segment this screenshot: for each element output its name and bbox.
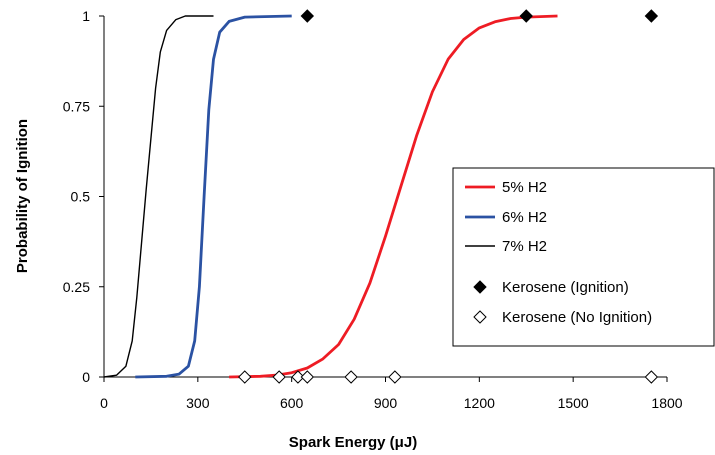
y-tick-label: 0.75 bbox=[63, 98, 90, 114]
series-line bbox=[103, 15, 214, 378]
series-0 bbox=[229, 14, 558, 379]
x-tick-label: 0 bbox=[100, 395, 108, 411]
data-point bbox=[388, 370, 402, 384]
x-tick-label: 300 bbox=[186, 395, 210, 411]
data-point bbox=[291, 370, 305, 384]
legend: 5% H2 6% H2 7% H2 Kerosene (Ignition) Kerose… bbox=[452, 167, 715, 347]
y-tick-label: 1 bbox=[82, 8, 90, 24]
legend-label: 7% H2 bbox=[502, 238, 547, 255]
legend-item: 6% H2 bbox=[465, 209, 547, 226]
x-tick-label: 1500 bbox=[558, 395, 589, 411]
series-line bbox=[135, 14, 292, 379]
x-axis-title: Spark Energy (μJ) bbox=[289, 434, 417, 451]
x-tick-label: 900 bbox=[374, 395, 398, 411]
data-point bbox=[644, 370, 659, 384]
series-4 bbox=[238, 370, 659, 384]
legend-box bbox=[452, 167, 715, 347]
series-1 bbox=[135, 14, 292, 379]
data-point bbox=[644, 9, 659, 23]
x-tick-label: 1200 bbox=[464, 395, 495, 411]
series-3 bbox=[300, 9, 659, 23]
data-point bbox=[272, 370, 286, 384]
legend-item: 7% H2 bbox=[465, 238, 547, 255]
legend-label: Kerosene (Ignition) bbox=[502, 279, 629, 296]
y-tick-label: 0.25 bbox=[63, 279, 90, 295]
legend-item: Kerosene (No Ignition) bbox=[473, 309, 652, 326]
legend-label: 5% H2 bbox=[502, 179, 547, 196]
data-point bbox=[238, 370, 252, 384]
series-2 bbox=[103, 15, 214, 378]
y-tick-label: 0 bbox=[82, 369, 90, 385]
series-layer bbox=[103, 9, 659, 384]
data-point bbox=[344, 370, 358, 384]
legend-item: Kerosene (Ignition) bbox=[473, 279, 629, 296]
legend-swatch bbox=[473, 280, 487, 294]
legend-item: 5% H2 bbox=[465, 179, 547, 196]
y-axis-title: Probability of Ignition bbox=[14, 119, 31, 273]
y-tick-label: 0.5 bbox=[71, 189, 91, 205]
axes: 0 300 600 900 1200 1500 1800 0 0.25 0.5 0.75 1 bbox=[63, 8, 683, 411]
x-tick-label: 600 bbox=[280, 395, 304, 411]
legend-swatch bbox=[473, 310, 487, 324]
data-point bbox=[300, 9, 315, 23]
data-point bbox=[519, 9, 533, 23]
x-tick-label: 1800 bbox=[651, 395, 682, 411]
legend-label: 6% H2 bbox=[502, 209, 547, 226]
legend-label: Kerosene (No Ignition) bbox=[502, 309, 652, 326]
series-line bbox=[229, 14, 558, 379]
data-point bbox=[300, 370, 315, 384]
